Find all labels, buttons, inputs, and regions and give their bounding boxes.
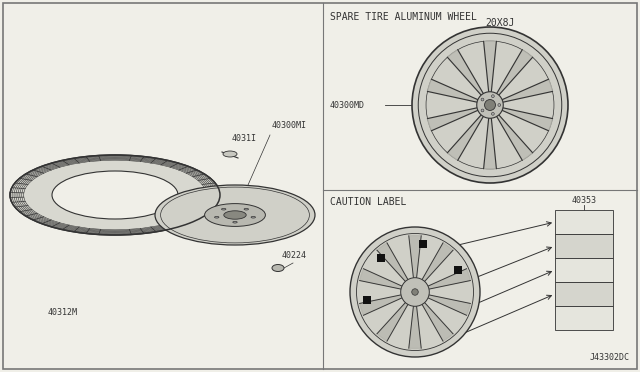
Ellipse shape (205, 203, 266, 227)
Bar (419, 240, 427, 248)
Ellipse shape (223, 151, 237, 157)
Ellipse shape (10, 155, 220, 235)
Circle shape (492, 95, 494, 97)
Text: 40312M: 40312M (48, 308, 78, 317)
Ellipse shape (224, 211, 246, 219)
Bar (555, 258, 613, 282)
Text: CAUTION LABEL: CAUTION LABEL (330, 197, 406, 207)
Polygon shape (497, 50, 532, 95)
Polygon shape (428, 108, 478, 131)
Circle shape (481, 98, 484, 101)
Bar (454, 266, 463, 274)
Polygon shape (360, 295, 403, 315)
Polygon shape (502, 108, 552, 131)
Circle shape (477, 92, 503, 118)
Text: 4031I: 4031I (232, 134, 257, 143)
Polygon shape (484, 118, 497, 169)
Bar (555, 234, 613, 258)
Text: 40300MI: 40300MI (272, 121, 307, 130)
Polygon shape (377, 243, 408, 282)
Ellipse shape (412, 289, 419, 295)
Ellipse shape (251, 217, 255, 218)
Polygon shape (447, 115, 483, 160)
Bar (363, 296, 371, 304)
Polygon shape (409, 305, 421, 349)
Polygon shape (428, 79, 478, 102)
Polygon shape (409, 235, 421, 279)
Bar (555, 306, 613, 330)
Circle shape (481, 109, 484, 112)
Polygon shape (422, 302, 453, 341)
Ellipse shape (244, 208, 248, 210)
Polygon shape (447, 50, 483, 95)
Text: 20X8J: 20X8J (485, 18, 515, 28)
Text: 40300MD: 40300MD (330, 100, 365, 109)
Text: SPARE TIRE ALUMINUM WHEEL: SPARE TIRE ALUMINUM WHEEL (330, 12, 477, 22)
Text: J43302DC: J43302DC (590, 353, 630, 362)
Polygon shape (427, 295, 470, 315)
Polygon shape (427, 269, 470, 289)
Circle shape (412, 27, 568, 183)
Ellipse shape (272, 264, 284, 272)
Polygon shape (360, 269, 403, 289)
Polygon shape (497, 115, 532, 160)
Text: 40224: 40224 (282, 251, 307, 260)
Ellipse shape (214, 217, 219, 218)
Ellipse shape (350, 227, 480, 357)
Text: 40353: 40353 (572, 196, 596, 205)
Ellipse shape (233, 221, 237, 223)
Circle shape (484, 100, 495, 110)
Ellipse shape (401, 278, 429, 306)
Bar (376, 254, 385, 262)
Polygon shape (484, 41, 497, 92)
Bar (555, 210, 613, 234)
Polygon shape (422, 243, 453, 282)
Ellipse shape (221, 208, 226, 210)
Circle shape (498, 103, 500, 106)
Ellipse shape (155, 185, 315, 245)
Bar (555, 282, 613, 306)
Circle shape (492, 112, 494, 115)
Polygon shape (502, 79, 552, 102)
Polygon shape (377, 302, 408, 341)
Ellipse shape (52, 171, 178, 219)
